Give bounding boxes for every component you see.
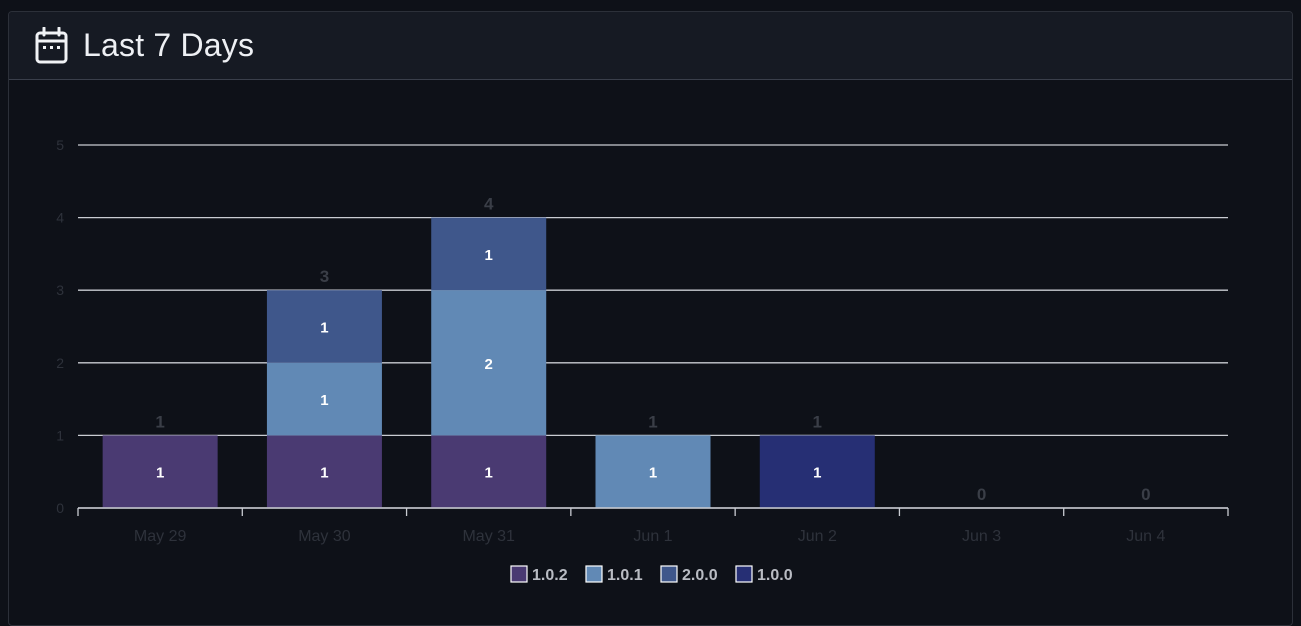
chart-panel: Last 7 Days bbox=[8, 11, 1293, 626]
x-tick-label: Jun 4 bbox=[1126, 528, 1165, 545]
legend-swatch bbox=[585, 565, 603, 583]
segment-label: 1 bbox=[320, 465, 328, 482]
bar-segment bbox=[595, 435, 711, 508]
legend-label: 2.0.0 bbox=[682, 567, 718, 584]
calendar-icon bbox=[35, 26, 69, 65]
bar-segment bbox=[759, 435, 875, 508]
bar-segment bbox=[266, 290, 382, 363]
segment-label: 1 bbox=[320, 320, 328, 337]
segment-label: 1 bbox=[813, 465, 821, 482]
bar-segment bbox=[431, 435, 547, 508]
x-tick-label: Jun 3 bbox=[962, 528, 1001, 545]
y-tick-label: 5 bbox=[56, 137, 64, 153]
segment-label: 1 bbox=[320, 392, 328, 409]
bar-segment bbox=[102, 435, 218, 508]
segment-label: 1 bbox=[485, 465, 493, 482]
x-tick-label: Jun 1 bbox=[633, 528, 672, 545]
total-label: 1 bbox=[155, 412, 164, 431]
total-label: 3 bbox=[320, 267, 329, 286]
legend-label: 1.0.1 bbox=[607, 567, 643, 584]
segment-label: 1 bbox=[649, 465, 657, 482]
total-label: 0 bbox=[977, 485, 986, 504]
bar-segment bbox=[431, 217, 547, 291]
legend-label: 1.0.2 bbox=[532, 567, 568, 584]
legend-swatch bbox=[660, 565, 678, 583]
y-tick-label: 0 bbox=[56, 500, 64, 516]
total-label: 4 bbox=[484, 195, 494, 214]
y-tick-label: 4 bbox=[56, 210, 64, 226]
y-tick-label: 3 bbox=[56, 282, 64, 298]
legend-label: 1.0.0 bbox=[757, 567, 793, 584]
x-tick-label: May 31 bbox=[462, 528, 515, 545]
total-label: 0 bbox=[1141, 485, 1150, 504]
panel-header: Last 7 Days bbox=[9, 12, 1292, 80]
segment-label: 2 bbox=[485, 356, 493, 373]
total-label: 1 bbox=[648, 412, 657, 431]
legend-swatch bbox=[735, 565, 753, 583]
bar-segment bbox=[431, 290, 547, 436]
total-label: 1 bbox=[813, 412, 822, 431]
segment-label: 1 bbox=[485, 247, 493, 264]
x-tick-label: May 30 bbox=[298, 528, 351, 545]
x-tick-label: May 29 bbox=[134, 528, 187, 545]
x-tick-label: Jun 2 bbox=[798, 528, 837, 545]
bar-segment bbox=[266, 362, 382, 436]
bar-segment bbox=[266, 435, 382, 508]
legend-swatch bbox=[510, 565, 528, 583]
y-tick-label: 2 bbox=[56, 355, 64, 371]
y-tick-label: 1 bbox=[56, 427, 64, 443]
segment-label: 1 bbox=[156, 465, 164, 482]
page-title: Last 7 Days bbox=[83, 27, 255, 63]
